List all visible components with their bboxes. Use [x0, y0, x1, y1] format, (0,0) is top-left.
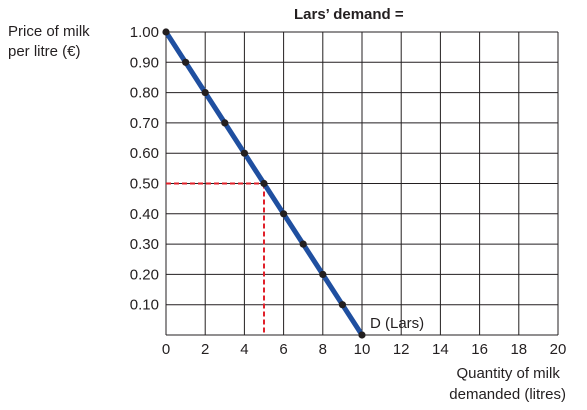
x-tick-label: 16 [471, 341, 488, 358]
data-point [280, 210, 288, 218]
data-point [201, 89, 209, 97]
x-axis-title: Quantity of milk demanded (litres) [449, 365, 566, 403]
x-tick-label: 18 [510, 341, 527, 358]
x-tick-label: 20 [550, 341, 567, 358]
y-tick-label: 0.60 [130, 145, 159, 162]
x-tick-label: 0 [162, 341, 170, 358]
data-point [319, 270, 327, 278]
y-axis-title: Price of milk per litre (€) [8, 23, 94, 60]
y-tick-label: 0.10 [130, 297, 159, 314]
y-tick-label: 0.40 [130, 206, 159, 223]
data-point [162, 28, 170, 36]
y-axis-title-line-1: Price of milk [8, 23, 90, 40]
y-tick-label: 1.00 [130, 24, 159, 41]
y-tick-label: 0.90 [130, 54, 159, 71]
x-tick-label: 4 [240, 341, 248, 358]
y-tick-label: 0.30 [130, 236, 159, 253]
data-point [338, 301, 346, 309]
curve-label: D (Lars) [370, 315, 424, 332]
y-axis-title-line-2: per litre (€) [8, 43, 81, 60]
data-point [182, 58, 190, 66]
y-tick-label: 0.80 [130, 85, 159, 102]
x-axis-title-line-1: Quantity of milk [456, 365, 560, 382]
y-tick-label: 0.70 [130, 115, 159, 132]
data-point [240, 149, 248, 157]
x-tick-label: 12 [393, 341, 410, 358]
data-point [358, 331, 366, 339]
tick-labels: 0 2 4 6 8 10 12 14 16 18 20 0.10 0.20 0.30 0.40 0.50 0.6… [130, 24, 567, 358]
x-tick-label: 2 [201, 341, 209, 358]
x-tick-label: 8 [319, 341, 327, 358]
data-point [221, 119, 229, 127]
x-tick-label: 14 [432, 341, 449, 358]
data-point [299, 240, 307, 248]
x-tick-label: 10 [354, 341, 371, 358]
reference-lines [166, 182, 265, 335]
data-point [260, 179, 268, 188]
chart-title: Lars’ demand = [294, 6, 404, 23]
x-tick-label: 6 [279, 341, 287, 358]
series-layer [162, 28, 366, 339]
x-axis-title-line-2: demanded (litres) [449, 386, 566, 403]
y-tick-label: 0.20 [130, 266, 159, 283]
y-tick-label: 0.50 [130, 176, 159, 193]
